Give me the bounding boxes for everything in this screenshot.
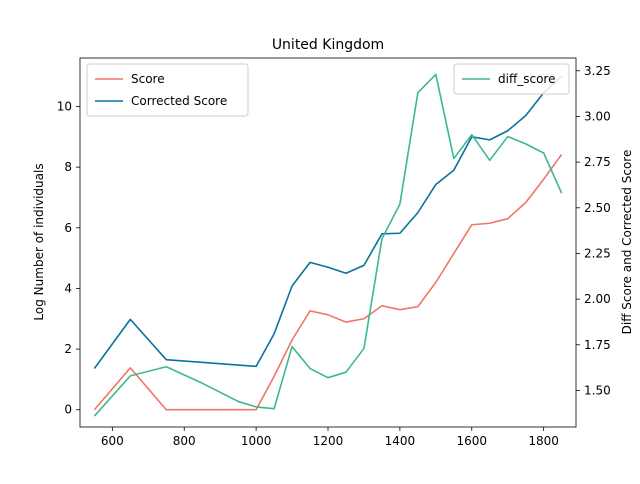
legend-layer: Score Corrected Score diff_score bbox=[86, 63, 570, 117]
legend-label: Corrected Score bbox=[131, 94, 227, 108]
legend-box bbox=[86, 63, 249, 117]
y-right-tick-label: 3.00 bbox=[584, 109, 611, 123]
chart-title: United Kingdom bbox=[272, 37, 384, 53]
axes-layer: 600 800 1000 1200 1400 1600 1800 0 2 4 6 8 10 1.50 1.7… bbox=[57, 57, 611, 448]
y-left-tick-label: 10 bbox=[57, 100, 72, 114]
series-line-diff-score bbox=[93, 73, 563, 417]
y-right-tick-label: 1.50 bbox=[584, 383, 611, 397]
x-tick-label: 1600 bbox=[456, 434, 487, 448]
y-axis-label-left: Log Number of individuals bbox=[32, 163, 46, 320]
x-tick-label: 1400 bbox=[385, 434, 416, 448]
legend-label: Score bbox=[131, 72, 165, 86]
x-tick-label: 1800 bbox=[528, 434, 559, 448]
y-axis-label-right: Diff Score and Corrected Score bbox=[620, 150, 634, 335]
series-line-score bbox=[93, 153, 563, 411]
y-right-tick-label: 2.25 bbox=[584, 246, 611, 260]
y-right-tick-label: 2.50 bbox=[584, 201, 611, 215]
y-left-tick-label: 2 bbox=[64, 342, 72, 356]
legend-right: diff_score bbox=[453, 63, 570, 95]
x-tick-label: 1200 bbox=[313, 434, 344, 448]
y-left-tick-label: 8 bbox=[64, 160, 72, 174]
series-line-corrected-score bbox=[93, 75, 563, 369]
y-left-tick-label: 0 bbox=[64, 403, 72, 417]
plot-layer bbox=[93, 73, 563, 417]
x-tick-label: 600 bbox=[101, 434, 124, 448]
legend-left: Score Corrected Score bbox=[86, 63, 249, 117]
x-tick-label: 800 bbox=[173, 434, 196, 448]
y-right-tick-label: 1.75 bbox=[584, 338, 611, 352]
y-right-tick-label: 3.25 bbox=[584, 64, 611, 78]
y-left-tick-label: 6 bbox=[64, 221, 72, 235]
legend-label: diff_score bbox=[498, 72, 555, 86]
x-tick-label: 1000 bbox=[241, 434, 272, 448]
y-right-tick-label: 2.75 bbox=[584, 155, 611, 169]
y-right-tick-label: 2.00 bbox=[584, 292, 611, 306]
legend-box bbox=[453, 63, 570, 95]
y-left-tick-label: 4 bbox=[64, 281, 72, 295]
